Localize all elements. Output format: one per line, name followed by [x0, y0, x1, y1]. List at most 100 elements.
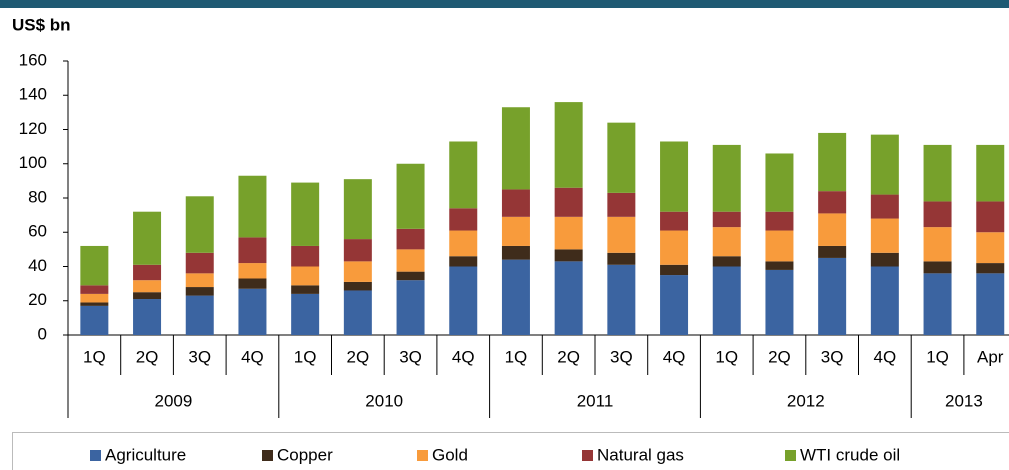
bar-segment: [449, 256, 478, 267]
x-tick-label: 3Q: [399, 347, 422, 366]
bar-segment: [607, 122, 636, 193]
legend-swatch: [582, 450, 593, 461]
x-tick-label: 1Q: [926, 347, 949, 366]
x-tick-label: 2Q: [557, 347, 580, 366]
bar-segment: [133, 211, 162, 265]
bar-segment: [80, 293, 109, 303]
x-tick-label: 2Q: [347, 347, 370, 366]
x-tick-label: 4Q: [874, 347, 897, 366]
bar-segment: [712, 144, 741, 212]
group-label: 2010: [365, 391, 403, 410]
bar-segment: [818, 245, 847, 258]
legend-swatch: [262, 450, 273, 461]
x-tick-label: Apr: [977, 347, 1004, 366]
y-axis-label: US$ bn: [12, 15, 71, 34]
y-tick-label: 80: [28, 187, 47, 206]
bar-segment: [554, 261, 583, 335]
header-strip: [0, 0, 1009, 8]
bar-segment: [923, 227, 952, 262]
y-tick-label: 0: [38, 324, 47, 343]
legend-box: [12, 432, 1009, 470]
bar-segment: [660, 211, 689, 231]
bar-segment: [870, 266, 899, 335]
bar-segment: [870, 194, 899, 219]
x-tick-label: 2Q: [768, 347, 791, 366]
bar-segment: [712, 256, 741, 267]
legend-label: Copper: [277, 445, 333, 464]
bar-segment: [133, 299, 162, 335]
legend-label: Gold: [432, 445, 468, 464]
bar-segment: [291, 293, 320, 335]
bar-segment: [396, 249, 425, 272]
bar-segment: [133, 264, 162, 281]
group-label: 2012: [787, 391, 825, 410]
y-tick-label: 140: [19, 85, 47, 104]
bar-segment: [396, 271, 425, 281]
bar-segment: [765, 269, 794, 335]
legend-label: Agriculture: [105, 445, 186, 464]
bar-segment: [501, 189, 530, 217]
bar-segment: [554, 249, 583, 262]
bar-segment: [818, 132, 847, 192]
bar-segment: [660, 230, 689, 265]
legend-swatch: [90, 450, 101, 461]
bar-segment: [976, 263, 1005, 274]
x-tick-label: 1Q: [83, 347, 106, 366]
bar-segment: [185, 196, 214, 253]
legend-swatch: [785, 450, 796, 461]
x-tick-label: 3Q: [610, 347, 633, 366]
bar-segment: [554, 187, 583, 217]
bar-segment: [607, 192, 636, 217]
x-tick-label: 4Q: [241, 347, 264, 366]
bar-segment: [765, 261, 794, 270]
legend-label: Natural gas: [597, 445, 684, 464]
bar-segment: [660, 275, 689, 335]
bar-segment: [870, 134, 899, 195]
bar-segment: [818, 213, 847, 246]
bar-segment: [80, 305, 109, 335]
bar-segment: [712, 266, 741, 335]
bar-segment: [185, 273, 214, 288]
bar-segment: [238, 288, 267, 335]
bar-segment: [396, 280, 425, 335]
y-tick-label: 120: [19, 119, 47, 138]
legend-swatch: [417, 450, 428, 461]
bar-segment: [343, 179, 372, 240]
bar-segment: [712, 227, 741, 257]
group-label: 2009: [154, 391, 192, 410]
bar-segment: [923, 273, 952, 335]
bar-segment: [501, 216, 530, 246]
bar-segment: [449, 230, 478, 257]
y-tick-label: 100: [19, 153, 47, 172]
bar-segment: [291, 245, 320, 267]
bar-segment: [238, 278, 267, 289]
x-tick-label: 1Q: [294, 347, 317, 366]
bar-segment: [660, 264, 689, 276]
bar-segment: [396, 163, 425, 229]
bar-segment: [660, 141, 689, 212]
bar-segment: [923, 144, 952, 202]
bar-segment: [238, 263, 267, 279]
bar-segment: [765, 153, 794, 212]
y-tick-label: 60: [28, 222, 47, 241]
bar-segment: [818, 257, 847, 335]
bar-segment: [449, 141, 478, 209]
bar-segment: [185, 295, 214, 335]
bar-segment: [765, 230, 794, 262]
bar-segment: [185, 287, 214, 296]
bar-segment: [80, 245, 109, 286]
bar-segment: [291, 266, 320, 286]
x-tick-label: 4Q: [452, 347, 475, 366]
bar-segment: [818, 191, 847, 214]
bar-segment: [343, 261, 372, 282]
y-tick-label: 20: [28, 290, 47, 309]
bar-segment: [976, 273, 1005, 335]
bar-segment: [291, 285, 320, 294]
bar-segment: [765, 211, 794, 231]
y-tick-label: 160: [19, 50, 47, 69]
bar-segment: [343, 281, 372, 291]
bar-segment: [238, 237, 267, 264]
bar-segment: [80, 302, 109, 306]
